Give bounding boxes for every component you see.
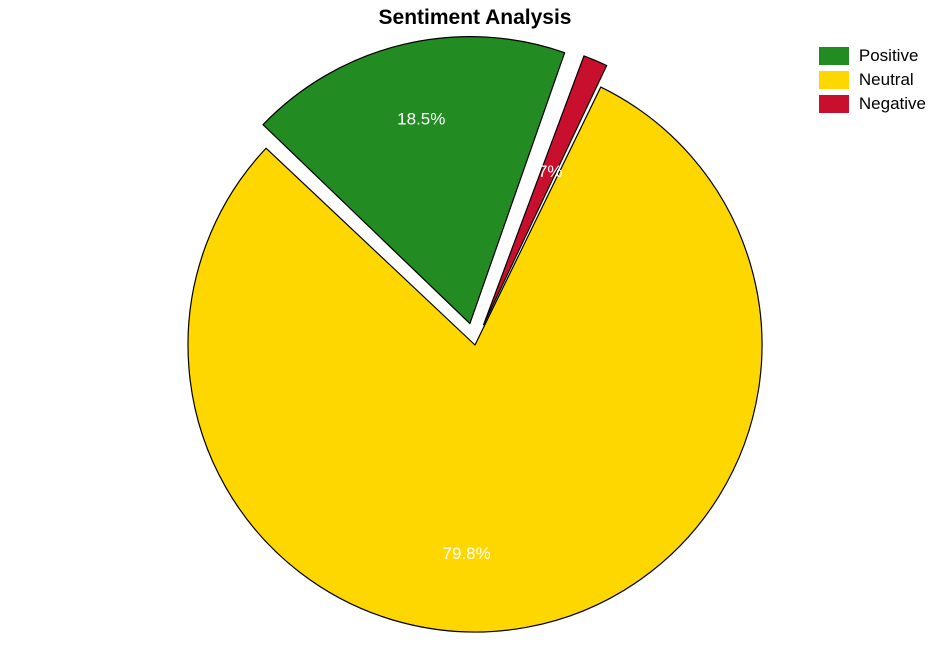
legend-swatch [819,95,849,113]
chart-stage: Sentiment Analysis 79.8%18.5%1.7% Positi… [0,0,950,662]
slice-label-negative: 1.7% [524,162,563,181]
legend-swatch [819,47,849,65]
legend-item-positive: Positive [819,44,926,68]
slice-label-positive: 18.5% [397,109,445,128]
legend-item-neutral: Neutral [819,68,926,92]
legend-label: Neutral [859,70,914,90]
legend: Positive Neutral Negative [819,44,926,116]
legend-label: Positive [859,46,919,66]
legend-swatch [819,71,849,89]
legend-item-negative: Negative [819,92,926,116]
slice-label-neutral: 79.8% [443,544,491,563]
legend-label: Negative [859,94,926,114]
pie-chart: 79.8% 18.5% 1.7% [0,0,950,662]
